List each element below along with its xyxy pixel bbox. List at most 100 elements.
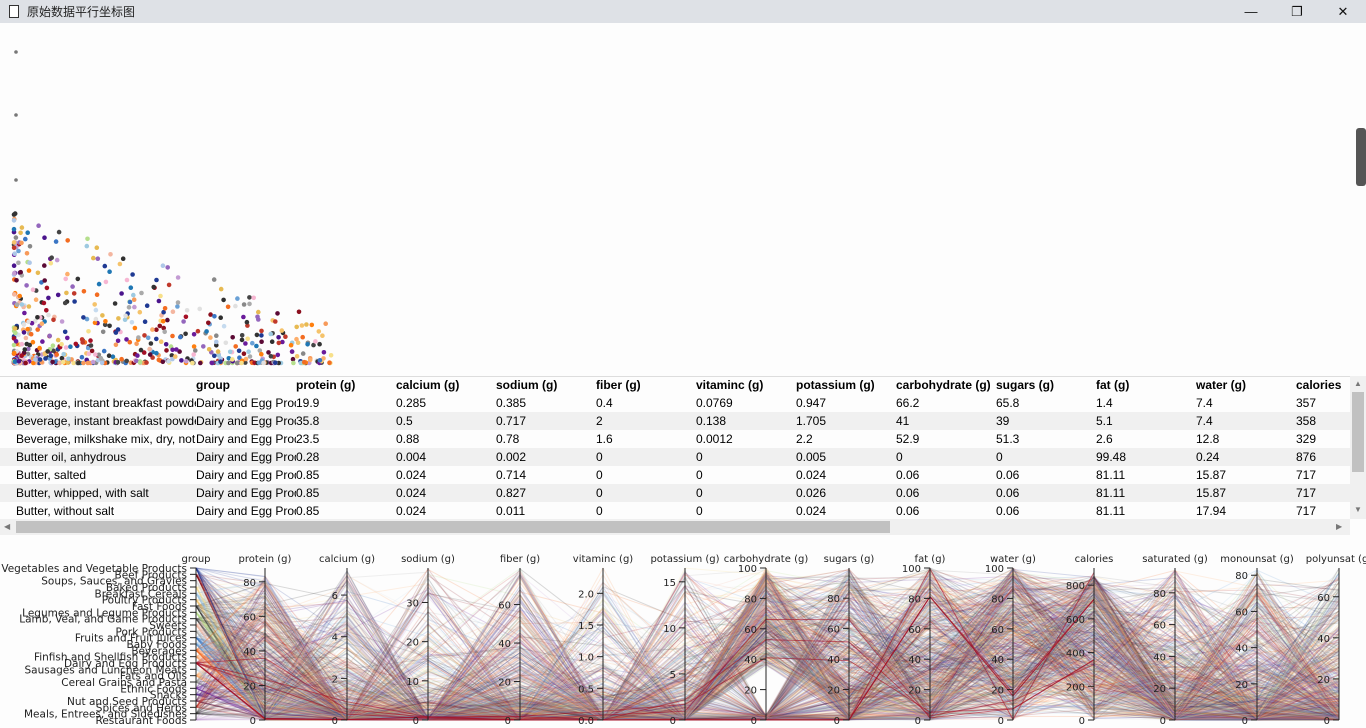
axis-8: fat (g) 0 20 40 60 80 100 bbox=[902, 554, 946, 727]
cell-1: Dairy and Egg Products bbox=[196, 432, 296, 446]
scroll-left-arrow[interactable]: ◀ bbox=[4, 522, 11, 531]
cell-9: 0.06 bbox=[996, 468, 1020, 482]
table-row[interactable]: Beverage, milkshake mix, dry, not Dairy a… bbox=[0, 430, 1350, 448]
maximize-button[interactable]: ❐ bbox=[1291, 3, 1303, 19]
scatter-point bbox=[99, 360, 105, 366]
scroll-down-arrow[interactable]: ▼ bbox=[1354, 505, 1362, 514]
scatter-point bbox=[218, 356, 223, 361]
scatter-point bbox=[108, 252, 113, 257]
scatter-point bbox=[316, 329, 322, 334]
scatter-point bbox=[173, 354, 178, 359]
axis-title: sugars (g) bbox=[824, 554, 875, 565]
scroll-right-arrow[interactable]: ▶ bbox=[1336, 522, 1343, 531]
tick-label: Sweets bbox=[149, 620, 187, 632]
scatter-point bbox=[150, 327, 155, 332]
cell-6: 0 bbox=[696, 504, 703, 518]
scatter-point bbox=[276, 340, 282, 346]
scatter-point bbox=[197, 306, 202, 312]
tick-label: 60 bbox=[744, 625, 757, 636]
scatter-point bbox=[107, 269, 112, 274]
scatter-point bbox=[144, 303, 150, 309]
tick-label: Meals, Entrees, and Sidedishes bbox=[24, 709, 187, 721]
scatter-point bbox=[54, 352, 59, 357]
scatter-point bbox=[59, 355, 65, 361]
scatter-point bbox=[191, 344, 197, 349]
scatter-point bbox=[300, 334, 306, 340]
scatter-point bbox=[247, 295, 252, 300]
data-line bbox=[195, 639, 1095, 721]
cell-0: Butter, salted bbox=[16, 468, 87, 482]
scatter-point bbox=[145, 335, 151, 341]
axis-9: water (g) 0 20 40 60 80 100 bbox=[985, 554, 1036, 727]
cell-4: 0.002 bbox=[496, 450, 527, 464]
scatter-point bbox=[170, 309, 176, 315]
scatter-point bbox=[234, 360, 240, 366]
tick-label: Ethnic Foods bbox=[120, 683, 187, 695]
scatter-point bbox=[165, 317, 170, 323]
cell-3: 0.024 bbox=[396, 504, 427, 518]
table-row[interactable]: Beverage, instant breakfast powder Dairy … bbox=[0, 412, 1350, 430]
vertical-scroll-thumb[interactable] bbox=[1352, 392, 1364, 472]
scatter-point bbox=[11, 342, 17, 348]
cell-4: 0.714 bbox=[496, 468, 527, 482]
scatter-point bbox=[35, 315, 40, 320]
table-row[interactable]: Beverage, instant breakfast powder Dairy … bbox=[0, 394, 1350, 412]
horizontal-scroll-thumb[interactable] bbox=[16, 521, 890, 533]
tick-label: Snacks bbox=[150, 690, 187, 702]
table-row[interactable]: Butter, without salt Dairy and Egg Produc… bbox=[0, 502, 1350, 519]
scatter-point bbox=[255, 317, 261, 322]
axis-11: saturated (g) 0 20 40 60 80 bbox=[1142, 554, 1208, 727]
tick-label: Restaurant Foods bbox=[96, 715, 187, 727]
scatter-point bbox=[183, 358, 189, 364]
scatter-point bbox=[206, 347, 212, 352]
scatter-point bbox=[131, 292, 136, 298]
table-row[interactable]: Butter oil, anhydrous Dairy and Egg Produ… bbox=[0, 448, 1350, 466]
scatter-point bbox=[92, 302, 97, 307]
scatter-point bbox=[88, 338, 93, 343]
table-header[interactable]: name group protein (g) calcium (g) sodium (g… bbox=[0, 377, 1350, 394]
scatter-point bbox=[124, 337, 129, 342]
scroll-up-arrow[interactable]: ▲ bbox=[1354, 379, 1362, 388]
cell-9: 0 bbox=[996, 450, 1003, 464]
scatter-point bbox=[166, 359, 171, 364]
tick-label: 0.5 bbox=[578, 684, 594, 695]
tick-label: Lamb, Veal, and Game Products bbox=[19, 614, 187, 626]
tick-label: Nut and Seed Products bbox=[67, 696, 187, 708]
tick-label: 80 bbox=[744, 594, 757, 605]
cell-6: 0 bbox=[696, 486, 703, 500]
cell-4: 0.011 bbox=[496, 504, 526, 518]
scatter-point bbox=[47, 333, 52, 339]
scatter-point bbox=[18, 269, 24, 275]
scatter-point bbox=[290, 356, 296, 362]
axis-title: vitaminc (g) bbox=[573, 554, 634, 565]
cell-8: 52.9 bbox=[896, 432, 920, 446]
scatter-point bbox=[72, 299, 77, 304]
scatter-point bbox=[230, 357, 235, 362]
tick-label: 400 bbox=[1066, 649, 1085, 660]
table-row[interactable]: Butter, whipped, with salt Dairy and Egg … bbox=[0, 484, 1350, 502]
scatter-point bbox=[13, 339, 19, 344]
close-button[interactable]: ✕ bbox=[1337, 3, 1349, 19]
scatter-point bbox=[313, 339, 318, 344]
scatter-point bbox=[144, 360, 149, 365]
scatter-point bbox=[257, 348, 263, 353]
tick-label: 0 bbox=[332, 716, 338, 727]
scatter-point bbox=[161, 325, 166, 331]
title-bar: 原始数据平行坐标图 — ❐ ✕ bbox=[0, 0, 1366, 23]
cell-7: 0.947 bbox=[796, 396, 827, 410]
scatter-point bbox=[115, 338, 121, 344]
side-scroll-handle[interactable] bbox=[1356, 128, 1366, 186]
table-vertical-scrollbar[interactable]: ▲ ▼ bbox=[1350, 376, 1366, 519]
cell-10: 81.11 bbox=[1096, 486, 1126, 500]
cell-8: 0 bbox=[896, 450, 903, 464]
table-row[interactable]: Butter, salted Dairy and Egg Products0.85… bbox=[0, 466, 1350, 484]
scatter-point bbox=[251, 295, 256, 301]
scatter-point bbox=[148, 341, 154, 346]
tick-label: Legumes and Legume Products bbox=[22, 607, 187, 619]
cell-12: 329 bbox=[1296, 432, 1317, 446]
minimize-button[interactable]: — bbox=[1244, 4, 1258, 19]
scatter-point bbox=[102, 263, 108, 269]
cell-0: Butter oil, anhydrous bbox=[16, 450, 127, 464]
scatter-point bbox=[161, 309, 166, 315]
table-horizontal-scrollbar[interactable]: ◀ ▶ bbox=[0, 519, 1350, 535]
